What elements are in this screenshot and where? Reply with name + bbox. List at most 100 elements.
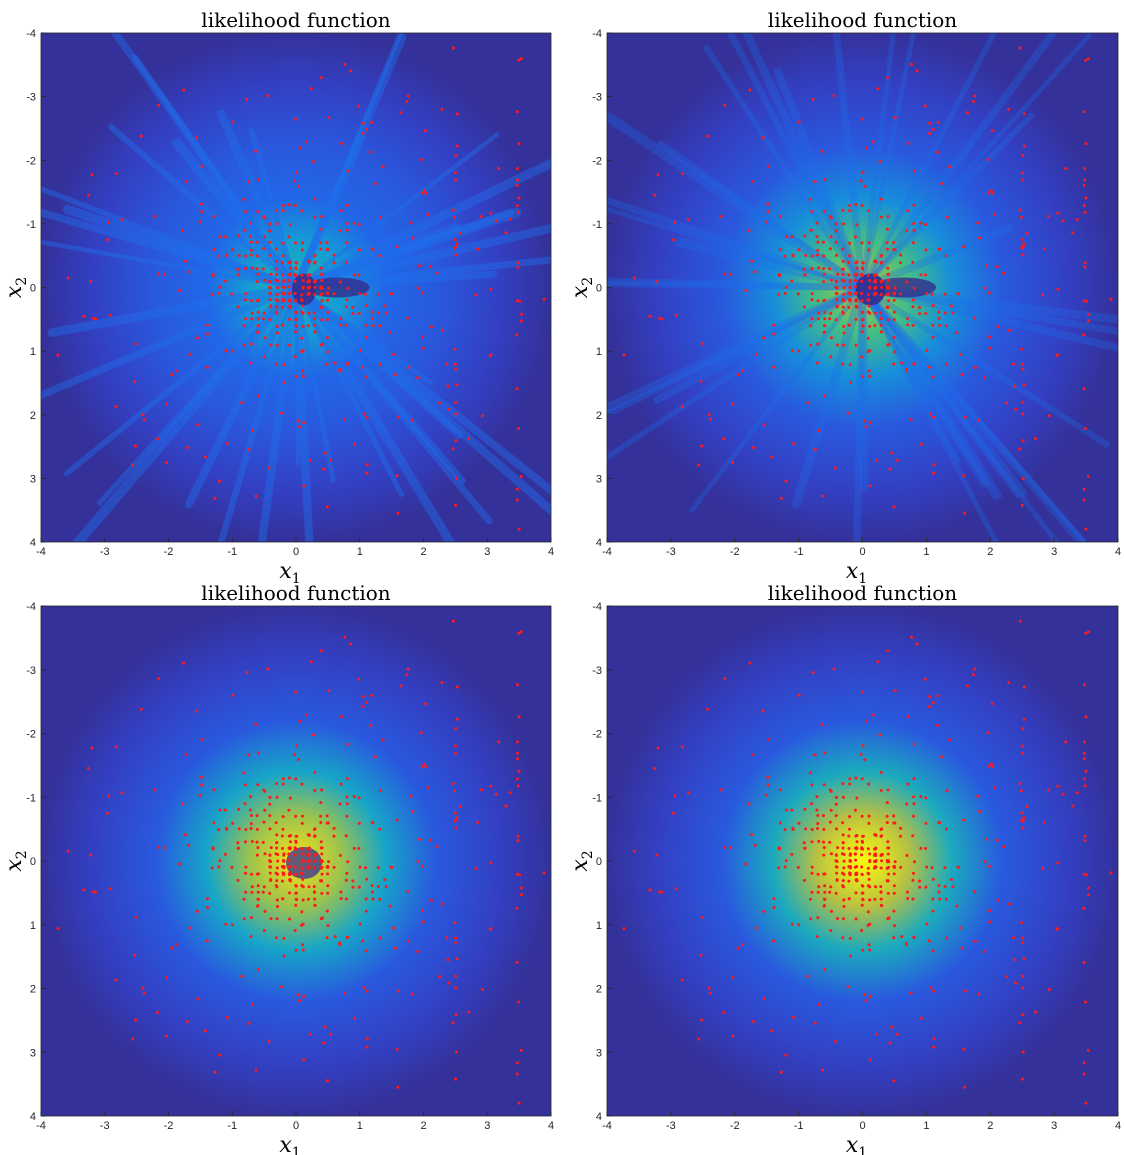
scatter-point <box>225 1015 229 1019</box>
scatter-point <box>256 968 260 972</box>
scatter-point <box>267 466 271 470</box>
scatter-point <box>910 62 914 66</box>
scatter-point <box>454 752 458 756</box>
y-tick-label: -3 <box>592 665 602 677</box>
scatter-point <box>919 1016 923 1020</box>
scatter-point <box>327 286 331 290</box>
scatter-point <box>332 834 336 838</box>
scatter-point <box>365 127 369 131</box>
scatter-point <box>777 846 781 850</box>
scatter-point <box>313 834 317 838</box>
scatter-point <box>860 299 864 303</box>
scatter-point <box>859 752 863 756</box>
scatter-point <box>515 960 519 964</box>
scatter-point <box>274 278 278 282</box>
scatter-point <box>250 299 254 303</box>
scatter-point <box>977 418 981 422</box>
scatter-point <box>731 460 735 464</box>
scatter-point <box>873 324 877 328</box>
scatter-point <box>848 278 852 282</box>
scatter-point <box>809 343 813 347</box>
scatter-point <box>454 171 458 175</box>
scatter-point <box>880 859 884 863</box>
scatter-point <box>766 783 770 787</box>
scatter-point <box>542 871 546 875</box>
scatter-point <box>874 260 878 264</box>
scatter-point <box>236 305 240 309</box>
scatter-point <box>987 764 991 768</box>
scatter-point <box>338 853 342 857</box>
scatter-point <box>308 1032 312 1036</box>
scatter-point <box>917 879 921 883</box>
scatter-point <box>205 939 209 943</box>
scatter-point <box>256 904 260 908</box>
scatter-point <box>1055 927 1059 931</box>
scatter-point <box>1082 498 1086 502</box>
scatter-point <box>255 280 259 284</box>
scatter-point <box>860 928 864 932</box>
scatter-point <box>797 693 801 697</box>
scatter-point <box>966 684 970 688</box>
x-tick-label: 0 <box>293 546 299 558</box>
x-tick-label: -1 <box>227 1120 237 1132</box>
scatter-point <box>892 884 896 888</box>
scatter-point <box>268 802 272 806</box>
scatter-point <box>357 273 361 277</box>
scatter-point <box>141 413 145 417</box>
scatter-point <box>345 228 349 232</box>
scatter-point <box>281 323 285 327</box>
scatter-point <box>131 1037 135 1041</box>
scatter-point <box>868 349 872 353</box>
scatter-point <box>313 897 317 901</box>
scatter-point <box>218 285 222 289</box>
scatter-point <box>256 324 260 328</box>
scatter-point <box>806 974 810 978</box>
scatter-point <box>203 1029 207 1033</box>
scatter-point <box>846 411 850 415</box>
scatter-point <box>275 833 279 837</box>
scatter-point <box>1086 57 1090 61</box>
scatter-point <box>301 278 305 282</box>
scatter-point <box>345 777 349 781</box>
scatter-point <box>365 471 369 475</box>
scatter-point <box>885 247 889 251</box>
scatter-point <box>834 229 838 233</box>
scatter-point <box>879 323 883 327</box>
scatter-point <box>210 866 214 870</box>
scatter-point <box>983 286 987 290</box>
x-tick-label: -4 <box>36 1120 46 1132</box>
scatter-point <box>925 922 929 926</box>
scatter-point <box>1046 214 1050 218</box>
x-tick-label: 4 <box>1115 546 1121 558</box>
scatter-point <box>1022 957 1026 961</box>
scatter-point <box>195 336 199 340</box>
scatter-point <box>835 343 839 347</box>
scatter-point <box>263 235 267 239</box>
scatter-point <box>409 794 413 798</box>
scatter-point <box>254 494 258 498</box>
scatter-point <box>429 898 433 902</box>
scatter-point <box>329 458 333 462</box>
scatter-point <box>251 429 255 433</box>
scatter-point <box>187 270 191 274</box>
scatter-point <box>313 853 317 857</box>
scatter-point <box>864 146 868 150</box>
scatter-point <box>1021 439 1025 443</box>
scatter-point <box>94 890 98 894</box>
scatter-point <box>256 272 260 276</box>
scatter-point <box>299 871 303 875</box>
scatter-point <box>200 737 204 741</box>
scatter-point <box>816 813 820 817</box>
scatter-point <box>489 211 493 215</box>
scatter-point <box>797 349 801 353</box>
scatter-point <box>860 117 864 121</box>
scatter-point <box>873 274 877 278</box>
scatter-point <box>893 924 897 928</box>
scatter-point <box>1034 437 1038 441</box>
scatter-point <box>223 852 227 856</box>
scatter-point <box>268 827 272 831</box>
scatter-point <box>249 248 253 252</box>
scatter-point <box>90 746 94 750</box>
scatter-point <box>653 193 657 197</box>
scatter-point <box>288 223 292 227</box>
